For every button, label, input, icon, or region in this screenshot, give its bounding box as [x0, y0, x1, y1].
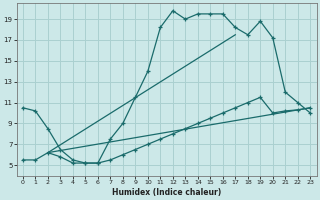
X-axis label: Humidex (Indice chaleur): Humidex (Indice chaleur) [112, 188, 221, 197]
